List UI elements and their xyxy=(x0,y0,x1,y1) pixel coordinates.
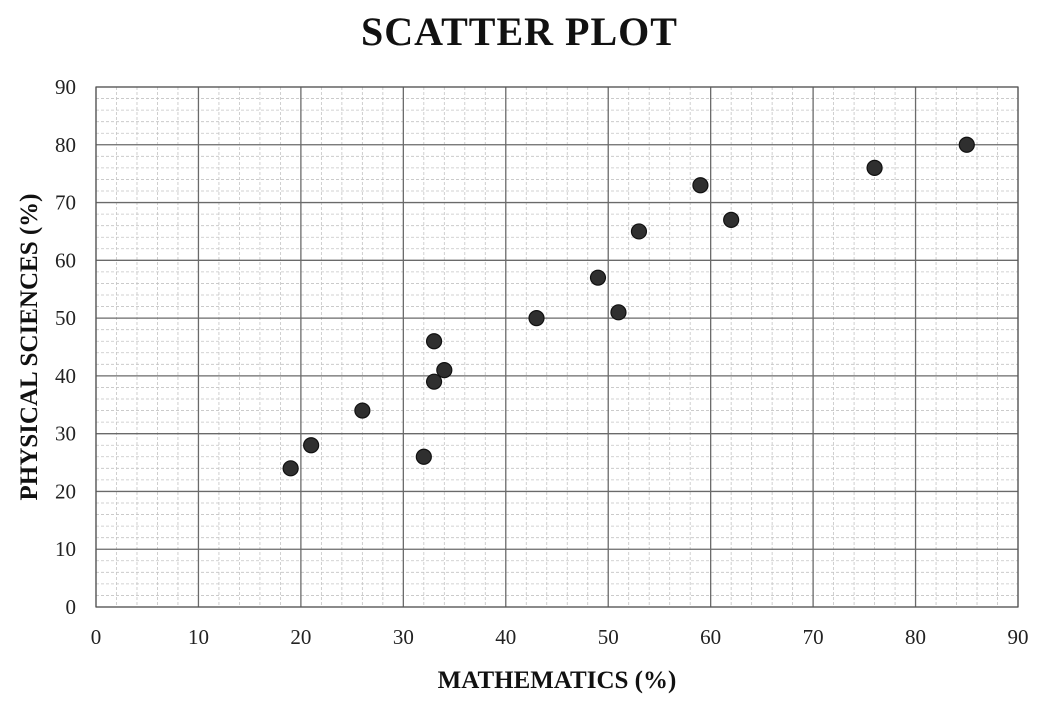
y-tick-label: 10 xyxy=(55,537,76,561)
data-point xyxy=(425,373,443,390)
y-tick-label: 30 xyxy=(55,422,76,446)
x-tick-label: 80 xyxy=(905,625,926,649)
data-points xyxy=(282,136,975,477)
data-point xyxy=(723,211,740,228)
x-tick-label: 60 xyxy=(700,625,721,649)
x-tick-label: 10 xyxy=(188,625,209,649)
y-tick-label: 80 xyxy=(55,133,76,157)
data-point xyxy=(415,448,432,465)
x-tick-label: 90 xyxy=(1008,625,1029,649)
x-tick-label: 40 xyxy=(495,625,516,649)
x-tick-label: 30 xyxy=(393,625,414,649)
y-tick-label: 70 xyxy=(55,191,76,215)
chart-title: SCATTER PLOT xyxy=(361,9,678,54)
data-point xyxy=(282,460,299,477)
data-point xyxy=(589,269,607,286)
data-point xyxy=(354,402,371,419)
data-point xyxy=(958,136,975,153)
y-axis-label: PHYSICAL SCIENCES (%) xyxy=(16,193,43,500)
data-point xyxy=(692,177,709,194)
y-tick-label: 20 xyxy=(55,479,76,503)
plot-frame xyxy=(95,86,1019,608)
x-tick-label: 0 xyxy=(91,625,102,649)
data-point xyxy=(630,223,648,240)
data-point xyxy=(528,310,545,327)
data-point xyxy=(303,437,320,454)
y-tick-label: 90 xyxy=(55,75,76,99)
y-axis-ticks: 0 10 20 30 40 50 60 70 80 90 xyxy=(55,75,76,619)
data-point xyxy=(610,304,627,321)
y-tick-label: 0 xyxy=(66,595,77,619)
minor-grid xyxy=(96,87,1018,607)
x-tick-label: 50 xyxy=(598,625,619,649)
y-tick-label: 60 xyxy=(55,248,76,272)
x-axis-ticks: 0 10 20 30 40 50 60 70 80 90 xyxy=(91,625,1029,649)
y-tick-label: 40 xyxy=(55,364,76,388)
data-point xyxy=(425,333,443,350)
data-point xyxy=(436,362,453,379)
x-tick-label: 20 xyxy=(290,625,311,649)
x-tick-label: 70 xyxy=(803,625,824,649)
data-point xyxy=(866,159,883,176)
x-axis-label: MATHEMATICS (%) xyxy=(438,667,677,694)
y-tick-label: 50 xyxy=(55,306,76,330)
